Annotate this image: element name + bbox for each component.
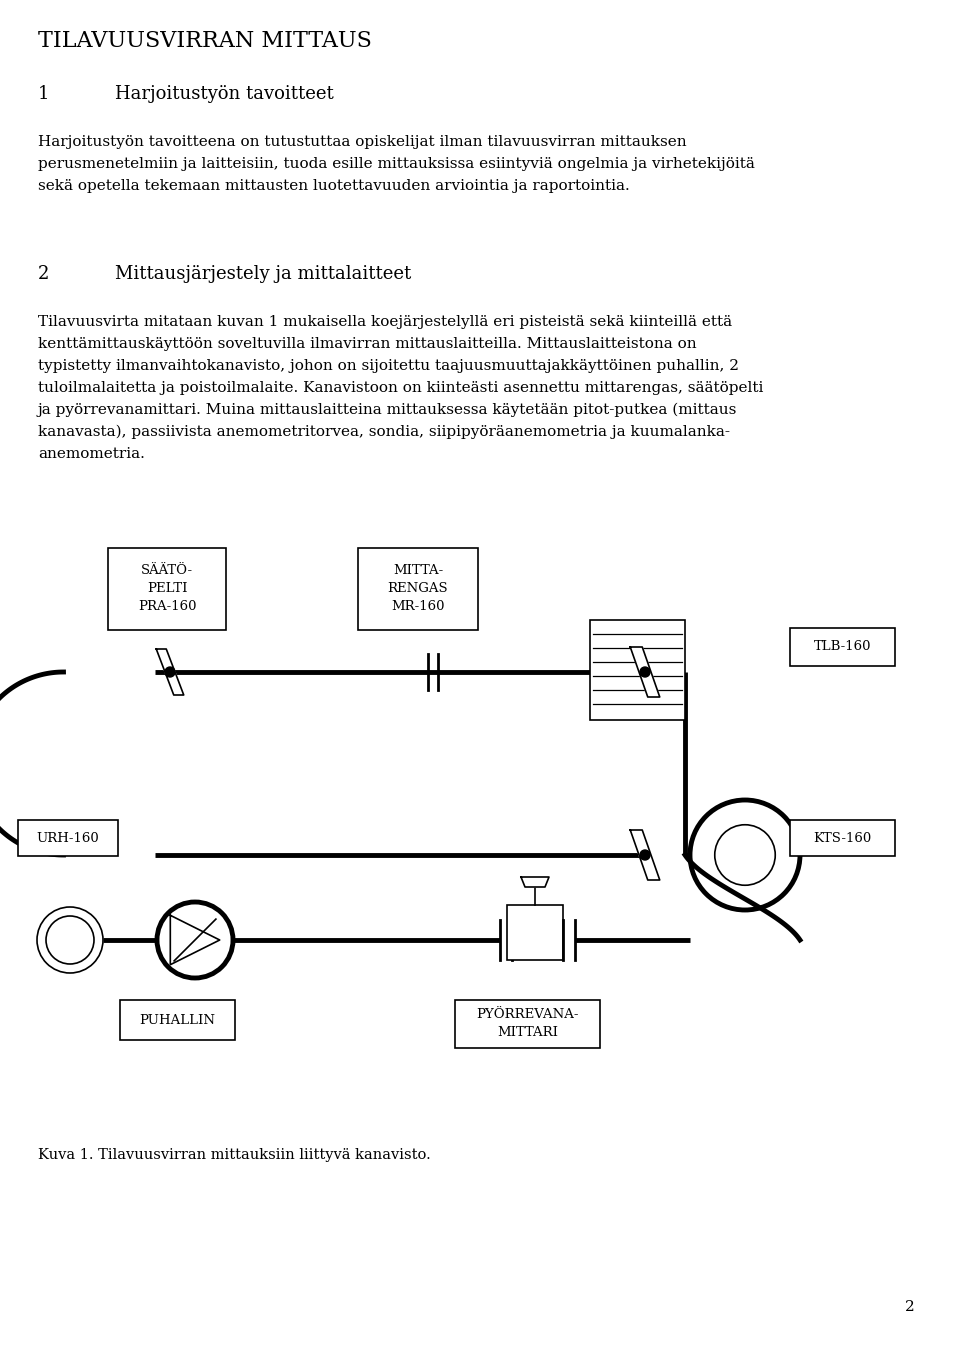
Circle shape bbox=[640, 850, 650, 860]
Bar bbox=[108, 548, 226, 630]
Bar bbox=[18, 820, 118, 856]
Text: KTS-160: KTS-160 bbox=[813, 831, 872, 845]
Bar bbox=[358, 548, 478, 630]
Bar bbox=[590, 621, 685, 720]
Text: kenttämittauskäyttöön soveltuvilla ilmavirran mittauslaitteilla. Mittauslaitteis: kenttämittauskäyttöön soveltuvilla ilmav… bbox=[38, 338, 697, 351]
Polygon shape bbox=[156, 649, 183, 694]
Text: Mittausjärjestely ja mittalaitteet: Mittausjärjestely ja mittalaitteet bbox=[115, 265, 411, 283]
Bar bbox=[120, 1001, 235, 1040]
Bar bbox=[507, 905, 563, 960]
Text: 2: 2 bbox=[38, 265, 49, 283]
Text: ja pyörrevanamittari. Muina mittauslaitteina mittauksessa käytetään pitot-putkea: ja pyörrevanamittari. Muina mittauslaitt… bbox=[38, 403, 737, 417]
Text: 2: 2 bbox=[905, 1300, 915, 1314]
Text: Harjoitustyön tavoitteena on tutustuttaa opiskelijat ilman tilavuusvirran mittau: Harjoitustyön tavoitteena on tutustuttaa… bbox=[38, 135, 686, 149]
Text: Kuva 1. Tilavuusvirran mittauksiin liittyvä kanavisto.: Kuva 1. Tilavuusvirran mittauksiin liitt… bbox=[38, 1148, 431, 1162]
Polygon shape bbox=[631, 830, 660, 880]
Polygon shape bbox=[631, 647, 660, 697]
Text: Tilavuusvirta mitataan kuvan 1 mukaisella koejärjestelyllä eri pisteistä sekä ki: Tilavuusvirta mitataan kuvan 1 mukaisell… bbox=[38, 314, 732, 329]
Circle shape bbox=[640, 667, 650, 677]
Circle shape bbox=[165, 667, 175, 677]
Text: TLB-160: TLB-160 bbox=[814, 641, 872, 653]
Text: TILAVUUSVIRRAN MITTAUS: TILAVUUSVIRRAN MITTAUS bbox=[38, 30, 372, 52]
Bar bbox=[790, 627, 895, 666]
Text: Harjoitustyön tavoitteet: Harjoitustyön tavoitteet bbox=[115, 85, 334, 103]
Text: kanavasta), passiivista anemometritorvea, sondia, siipipyöräanemometria ja kuuma: kanavasta), passiivista anemometritorvea… bbox=[38, 425, 730, 439]
Text: MITTA-
RENGAS
MR-160: MITTA- RENGAS MR-160 bbox=[388, 565, 448, 614]
Text: SÄÄTÖ-
PELTI
PRA-160: SÄÄTÖ- PELTI PRA-160 bbox=[137, 565, 196, 614]
Bar bbox=[790, 820, 895, 856]
Text: anemometria.: anemometria. bbox=[38, 447, 145, 461]
Text: 1: 1 bbox=[38, 85, 50, 103]
Text: perusmenetelmiin ja laitteisiin, tuoda esille mittauksissa esiintyviä ongelmia j: perusmenetelmiin ja laitteisiin, tuoda e… bbox=[38, 157, 755, 171]
Text: tuloilmalaitetta ja poistoilmalaite. Kanavistoon on kiinteästi asennettu mittare: tuloilmalaitetta ja poistoilmalaite. Kan… bbox=[38, 381, 763, 395]
Text: PYÖRREVANA-
MITTARI: PYÖRREVANA- MITTARI bbox=[476, 1009, 579, 1039]
Text: sekä opetella tekemaan mittausten luotettavuuden arviointia ja raportointia.: sekä opetella tekemaan mittausten luotet… bbox=[38, 179, 630, 193]
Bar bbox=[455, 1001, 600, 1048]
Text: URH-160: URH-160 bbox=[36, 831, 100, 845]
Polygon shape bbox=[521, 878, 549, 887]
Text: typistetty ilmanvaihtokanavisto, johon on sijoitettu taajuusmuuttajakkäyttöinen : typistetty ilmanvaihtokanavisto, johon o… bbox=[38, 360, 739, 373]
Text: PUHALLIN: PUHALLIN bbox=[139, 1013, 215, 1027]
